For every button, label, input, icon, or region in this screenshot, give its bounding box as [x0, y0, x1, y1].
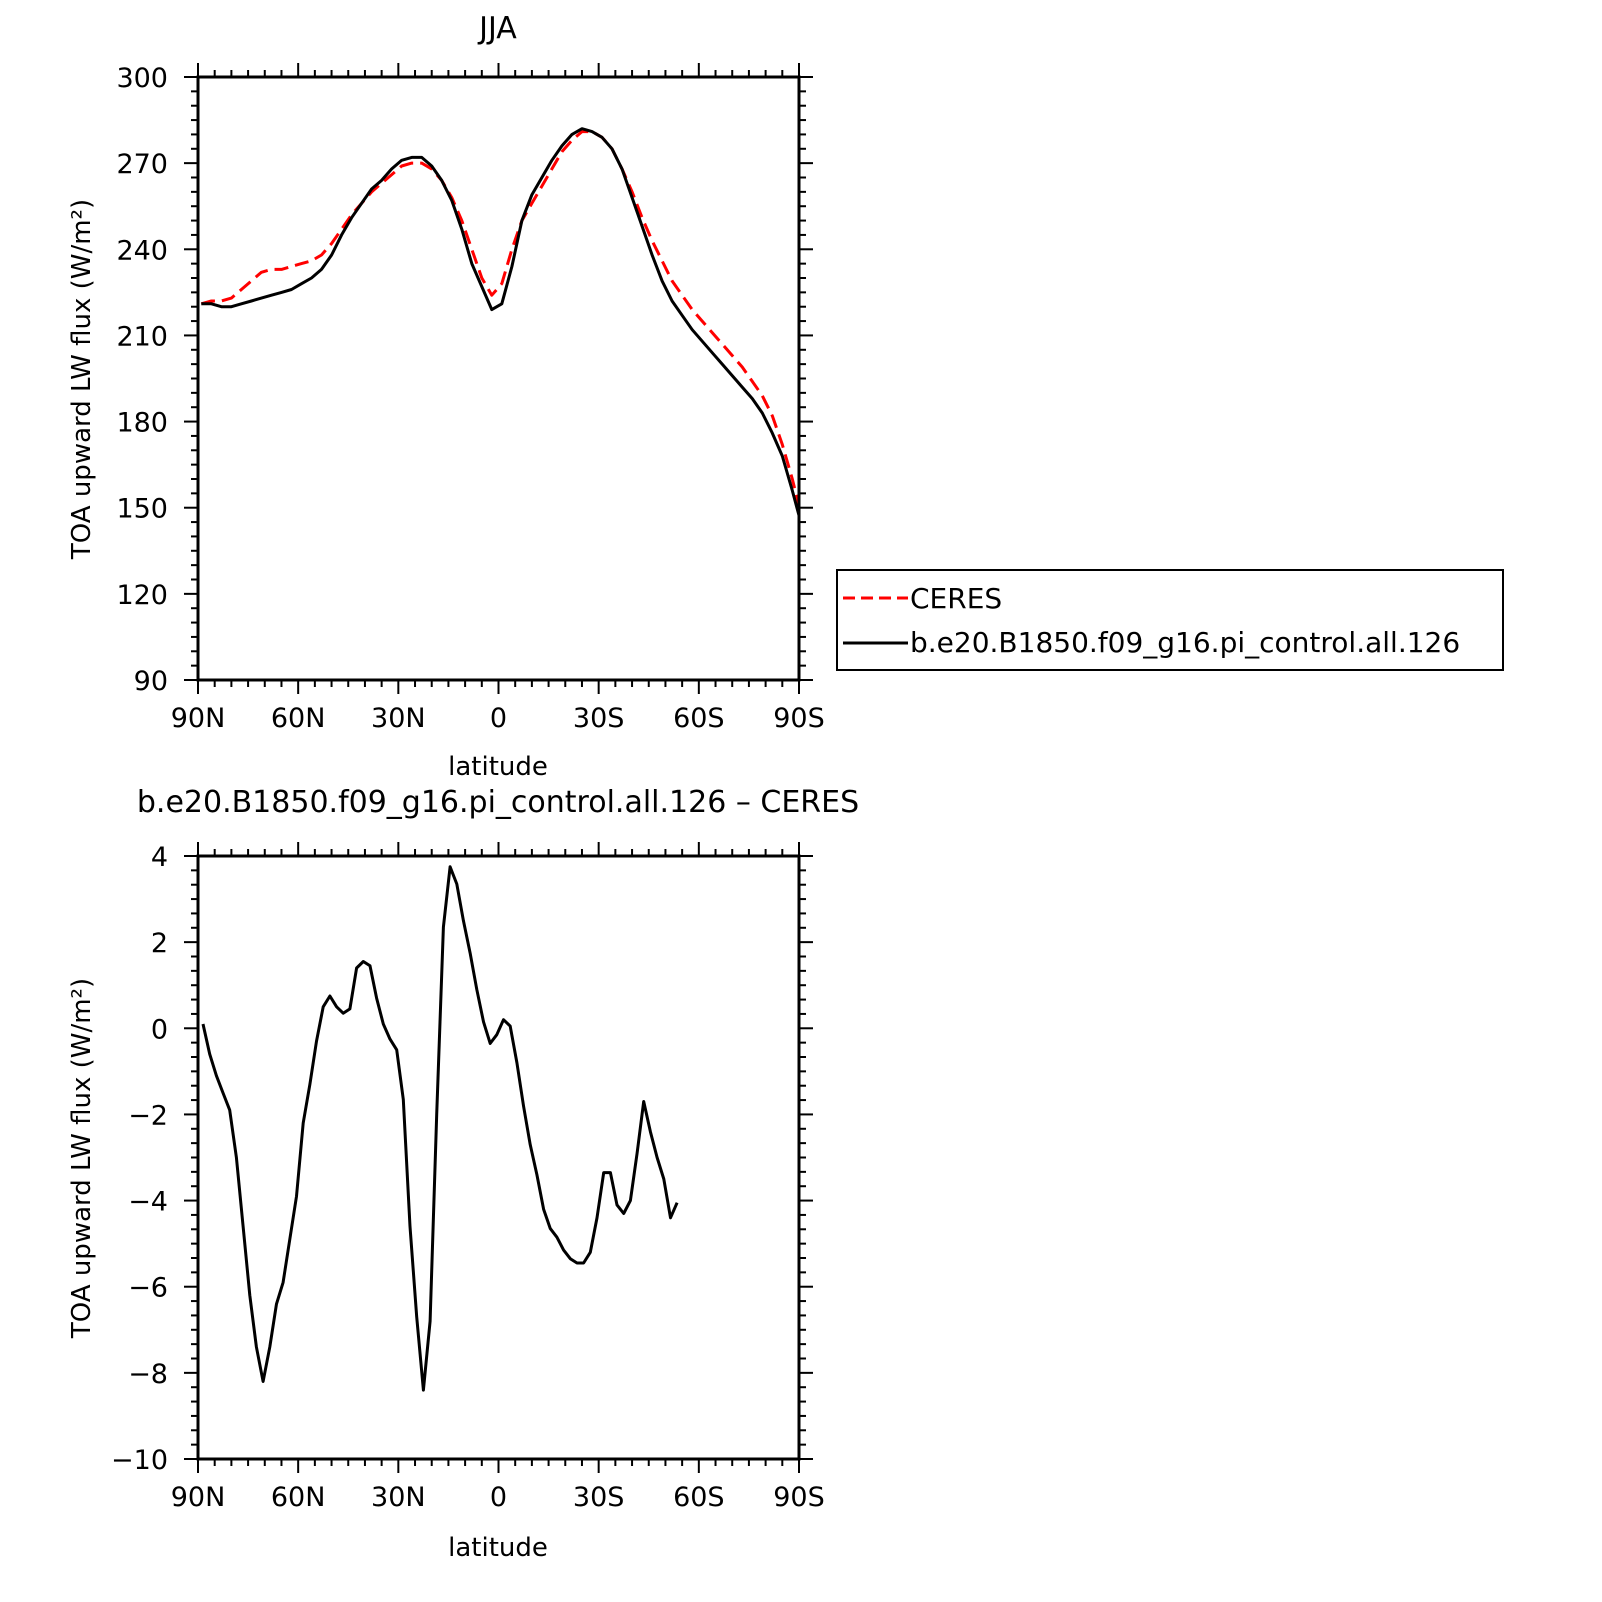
bottom-chart-title: b.e20.B1850.f09_g16.pi_control.all.126 –…: [137, 785, 859, 820]
top-y-tick-label: 240: [116, 235, 168, 266]
top-chart-title: JJA: [477, 11, 517, 46]
bottom-x-tick-label: 60N: [271, 1482, 326, 1513]
bottom-x-tick-label: 90S: [773, 1482, 825, 1513]
bottom-y-tick-label: −4: [128, 1187, 168, 1218]
top-y-tick-label: 180: [116, 408, 168, 439]
bottom-y-axis-label: TOA upward LW flux (W/m²): [67, 978, 97, 1339]
top-x-axis-label: latitude: [448, 752, 548, 782]
top-plot-area: 90N 60N 30N 0 30S 60S 90S 90 120 150 180 210 240 270 3…: [116, 63, 825, 734]
top-x-tick-label: 60S: [673, 703, 725, 734]
top-y-tick-label: 150: [116, 494, 168, 525]
top-x-tick-label: 30S: [573, 703, 625, 734]
legend: CERES b.e20.B1850.f09_g16.pi_control.all…: [836, 569, 1504, 671]
bottom-y-tick-label: −10: [111, 1445, 168, 1476]
bottom-y-tick-label: −2: [128, 1100, 168, 1131]
bottom-panel: b.e20.B1850.f09_g16.pi_control.all.126 –…: [67, 785, 859, 1563]
bottom-plot-area: 90N 60N 30N 0 30S 60S 90S −10 −8 −6 −4 −2 0 2 4: [111, 842, 825, 1513]
top-x-tick-label: 30N: [371, 703, 426, 734]
top-x-tick-label: 90N: [171, 703, 226, 734]
bottom-x-tick-label: 60S: [673, 1482, 725, 1513]
bottom-x-tick-label: 30N: [371, 1482, 426, 1513]
top-y-tick-label: 210: [116, 321, 168, 352]
top-series-line-0: [200, 130, 799, 513]
bottom-y-tick-label: 0: [151, 1014, 168, 1045]
bottom-y-tick-label: 4: [151, 842, 168, 873]
top-panel: JJA 90N 60N 30N 0 30S 60S 90S 90 120 150 180 210 240…: [67, 11, 1504, 782]
top-y-axis-label: TOA upward LW flux (W/m²): [67, 199, 97, 560]
legend-label-ceres: CERES: [910, 582, 1002, 615]
bottom-series-line-0: [201, 865, 679, 1392]
top-y-tick-label: 300: [116, 63, 168, 94]
top-series-line-1: [201, 127, 799, 522]
top-x-tick-label: 90S: [773, 703, 825, 734]
top-y-tick-label: 120: [116, 580, 168, 611]
bottom-x-axis-label: latitude: [448, 1533, 548, 1563]
top-plot-frame: [196, 75, 801, 682]
top-x-tick-label: 0: [490, 703, 507, 734]
top-x-tick-label: 60N: [271, 703, 326, 734]
legend-box: [836, 569, 1504, 671]
top-y-tick-label: 90: [134, 666, 168, 697]
legend-label-model: b.e20.B1850.f09_g16.pi_control.all.126: [910, 626, 1460, 659]
bottom-y-tick-label: −8: [128, 1359, 168, 1390]
bottom-x-tick-label: 90N: [171, 1482, 226, 1513]
top-y-tick-label: 270: [116, 149, 168, 180]
bottom-x-tick-label: 30S: [573, 1482, 625, 1513]
bottom-plot-frame: [196, 854, 801, 1461]
bottom-x-tick-label: 0: [490, 1482, 507, 1513]
bottom-y-tick-label: 2: [151, 928, 168, 959]
bottom-y-tick-label: −6: [128, 1273, 168, 1304]
